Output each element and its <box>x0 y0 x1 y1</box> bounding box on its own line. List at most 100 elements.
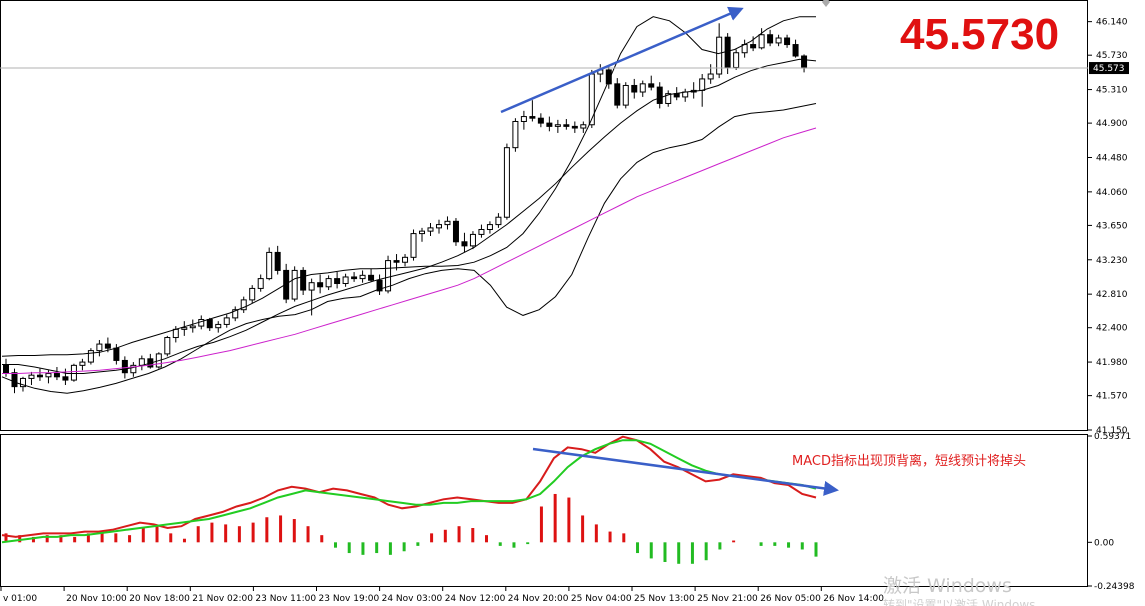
bull-candle-body <box>716 36 723 75</box>
time-tick-label: 24 Nov 20:00 <box>508 594 569 604</box>
bull-candle-body <box>639 83 646 93</box>
bear-candle-body <box>792 44 799 57</box>
bull-candle-body <box>325 278 332 288</box>
bull-candle-body <box>257 278 264 289</box>
candle <box>690 82 697 99</box>
candle <box>189 319 196 333</box>
candle <box>716 23 723 79</box>
bear-candle-body <box>571 125 578 129</box>
bull-candle-body <box>478 229 485 235</box>
bear-candle-body <box>206 319 213 329</box>
bull-candle-body <box>96 343 103 352</box>
bull-candle-body <box>215 323 222 329</box>
candle <box>546 116 553 132</box>
price-tick-label: 46.140 <box>1096 18 1128 28</box>
candle <box>682 88 689 102</box>
candle <box>249 285 256 304</box>
bear-candle-body <box>605 69 612 85</box>
price-trend-arrow <box>500 6 744 114</box>
candle <box>435 219 442 234</box>
candle <box>537 113 544 128</box>
price-tick-label: 43.230 <box>1096 256 1128 266</box>
price-tick-label: 42.400 <box>1096 324 1128 334</box>
bear-candle-body <box>104 343 111 349</box>
candle <box>3 358 9 377</box>
candle <box>605 65 612 89</box>
current-price-display: 45.5730 <box>900 10 1059 59</box>
bear-candle-body <box>631 84 638 93</box>
candle <box>631 78 638 99</box>
time-tick-label: 24 Nov 03:00 <box>382 594 443 604</box>
macd-tick-label: -0.24398 <box>1094 582 1135 592</box>
bull-candle-body <box>359 274 366 280</box>
chart-shift-icon[interactable] <box>822 0 830 7</box>
candle <box>461 232 468 253</box>
bull-candle-body <box>189 325 196 329</box>
bull-candle-body <box>580 124 587 129</box>
candle <box>520 110 527 130</box>
candle <box>622 82 629 109</box>
bollinger-upper-line <box>1 16 816 357</box>
candle <box>300 267 307 295</box>
candle <box>529 100 536 122</box>
bear-candle-body <box>801 55 808 69</box>
candle <box>419 227 426 242</box>
time-tick-label: 23 Nov 11:00 <box>255 594 316 604</box>
candle <box>96 339 103 357</box>
bear-candle-body <box>767 34 774 44</box>
bull-candle-body <box>444 220 451 226</box>
candle <box>342 273 349 287</box>
candle <box>410 229 417 261</box>
current-price-tag <box>1089 62 1129 75</box>
bear-candle-body <box>121 359 128 374</box>
candle <box>138 355 145 371</box>
candle <box>758 28 765 50</box>
price-tick-label: 41.980 <box>1096 358 1128 368</box>
bull-candle-body <box>385 260 392 292</box>
candle <box>792 39 799 58</box>
macd-tick-label: 0.59371 <box>1094 432 1131 442</box>
bear-candle-body <box>537 117 544 124</box>
candle <box>325 275 332 291</box>
bull-candle-body <box>707 73 714 80</box>
bear-candle-body <box>529 116 536 119</box>
bear-candle-body <box>334 278 341 285</box>
windows-watermark-title: 激活 Windows <box>883 575 1012 597</box>
macd-panel <box>1 435 839 564</box>
bull-candle-body <box>181 327 188 330</box>
bull-candle-body <box>28 374 35 379</box>
bull-candle-body <box>198 319 205 327</box>
candle <box>28 371 35 385</box>
candle <box>554 119 561 133</box>
candle <box>359 270 366 283</box>
candle <box>495 213 502 228</box>
candle <box>240 296 247 313</box>
candle <box>478 224 485 238</box>
price-tick-label: 45.310 <box>1096 86 1128 96</box>
price-tick-label: 41.150 <box>1096 426 1128 436</box>
macd-axis: 0.59371 0.00 -0.24398 <box>1088 432 1135 592</box>
time-tick-label: 25 Nov 13:00 <box>634 594 695 604</box>
bollinger-lower-line <box>1 103 817 394</box>
bull-candle-body <box>758 34 765 49</box>
candle <box>750 36 757 52</box>
bull-candle-body <box>622 84 629 106</box>
moving-average-line <box>2 127 817 374</box>
bull-candle-body <box>172 328 179 339</box>
time-tick-label: 24 Nov 12:00 <box>445 594 506 604</box>
bear-candle-body <box>546 122 553 127</box>
time-axis: v 01:00 20 Nov 10:00 20 Nov 18:00 21 Nov 02… <box>0 587 884 604</box>
candle <box>257 274 264 292</box>
time-tick-label: 26 Nov 05:00 <box>760 594 821 604</box>
price-tick-label: 44.900 <box>1096 119 1128 129</box>
candle <box>469 231 476 250</box>
bull-candle-body <box>427 227 434 232</box>
bull-candle-body <box>164 337 171 355</box>
bull-candle-body <box>79 361 86 366</box>
candle <box>291 266 298 302</box>
bull-candle-body <box>512 120 519 149</box>
candle <box>427 222 434 237</box>
bull-candle-body <box>240 299 247 311</box>
bull-candle-body <box>520 116 527 122</box>
